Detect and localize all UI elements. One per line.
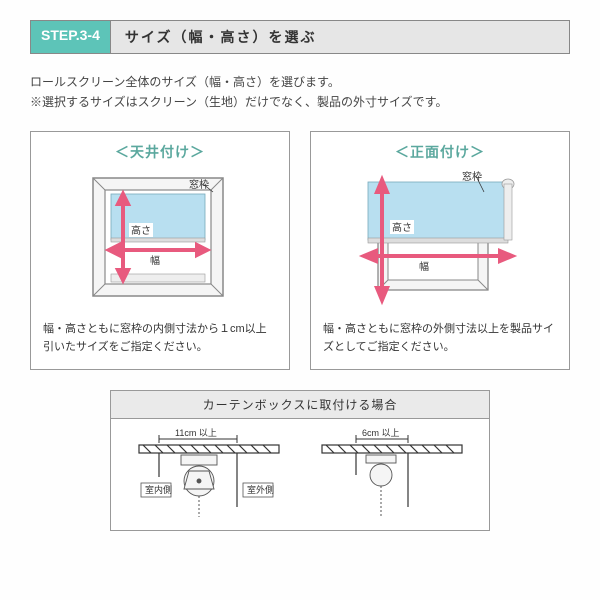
- intro-text: ロールスクリーン全体のサイズ（幅・高さ）を選びます。 ※選択するサイズはスクリー…: [30, 72, 570, 113]
- step-title: サイズ（幅・高さ）を選ぶ: [110, 20, 570, 54]
- svg-text:窓枠: 窓枠: [462, 170, 482, 183]
- panel-front: ＜正面付け＞: [310, 131, 570, 370]
- label-frame: 窓枠: [189, 178, 209, 191]
- mini-diagram-right: 6cm 以上: [312, 427, 472, 522]
- curtain-box-panel: カーテンボックスに取付ける場合 11cm 以上: [110, 390, 490, 531]
- svg-text:室外側: 室外側: [247, 484, 274, 495]
- panels-row: ＜天井付け＞: [30, 131, 570, 370]
- panel-ceiling-title: ＜天井付け＞: [43, 142, 277, 162]
- step-header: STEP.3-4 サイズ（幅・高さ）を選ぶ: [30, 20, 570, 54]
- panel-front-desc: 幅・高さともに窓枠の外側寸法以上を製品サイズとしてご指定ください。: [323, 320, 557, 357]
- svg-text:高さ: 高さ: [392, 221, 412, 234]
- svg-text:11cm 以上: 11cm 以上: [175, 428, 217, 438]
- diagram-ceiling: 高さ 幅 窓枠: [43, 170, 277, 310]
- svg-text:幅: 幅: [419, 260, 429, 273]
- label-width: 幅: [150, 254, 160, 267]
- mini-diagram-left: 11cm 以上: [129, 427, 289, 522]
- intro-line2: ※選択するサイズはスクリーン（生地）だけでなく、製品の外寸サイズです。: [30, 92, 570, 112]
- curtain-box-title: カーテンボックスに取付ける場合: [111, 391, 489, 419]
- svg-text:室内側: 室内側: [145, 484, 172, 495]
- curtain-box-diagrams: 11cm 以上: [111, 419, 489, 530]
- panel-front-title: ＜正面付け＞: [323, 142, 557, 162]
- intro-line1: ロールスクリーン全体のサイズ（幅・高さ）を選びます。: [30, 72, 570, 92]
- diagram-front: 高さ 幅 窓枠: [323, 170, 557, 310]
- label-height: 高さ: [131, 224, 151, 237]
- step-badge: STEP.3-4: [30, 20, 110, 54]
- panel-ceiling: ＜天井付け＞: [30, 131, 290, 370]
- svg-text:6cm 以上: 6cm 以上: [362, 428, 400, 438]
- panel-ceiling-desc: 幅・高さともに窓枠の内側寸法から１cm以上引いたサイズをご指定ください。: [43, 320, 277, 357]
